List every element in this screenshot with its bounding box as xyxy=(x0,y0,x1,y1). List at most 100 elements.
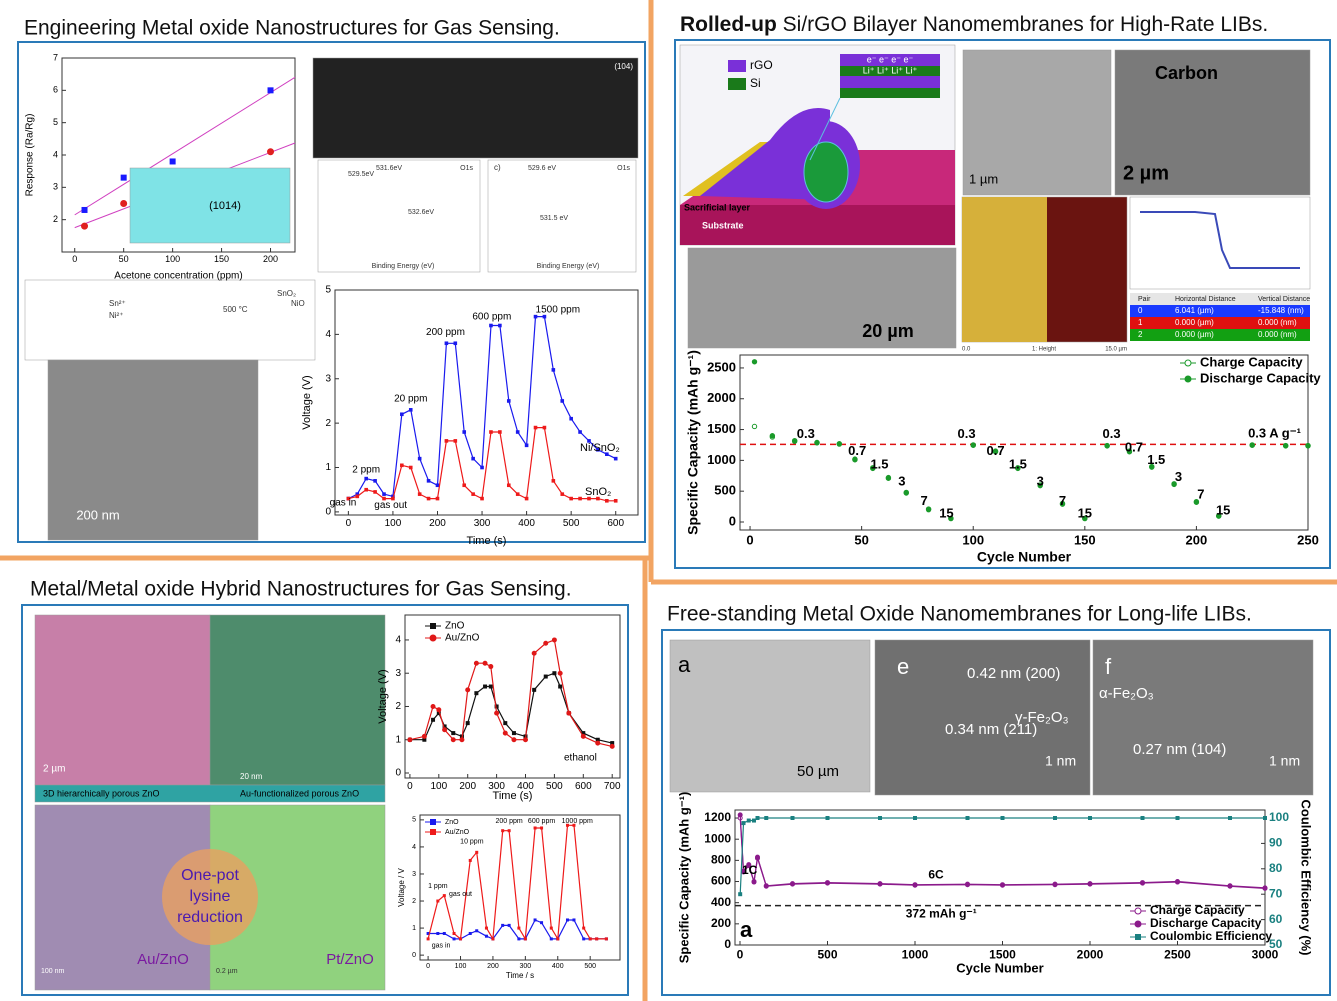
x-tick-label: 2000 xyxy=(1077,947,1104,961)
annotation: 0.3 xyxy=(957,426,975,441)
x-tick-label: 50 xyxy=(119,254,129,264)
data-point xyxy=(426,496,431,501)
data-point xyxy=(533,918,537,922)
annotation: 0.7 xyxy=(848,443,866,458)
data-point xyxy=(613,498,618,503)
x-tick-label: 500 xyxy=(817,947,837,961)
data-point xyxy=(878,816,883,821)
table-row-bg xyxy=(1130,317,1310,329)
data-point xyxy=(501,829,505,833)
y-tick-label: 3 xyxy=(412,871,416,878)
annotation: 600 ppm xyxy=(472,311,511,322)
image xyxy=(487,159,637,273)
data-point xyxy=(569,416,573,421)
data-point xyxy=(400,412,404,417)
legend-label: Charge Capacity xyxy=(1150,903,1245,917)
annotation: 1.5 xyxy=(1147,452,1165,467)
data-point xyxy=(870,465,876,471)
data-point xyxy=(587,496,591,501)
y-tick-label: 1200 xyxy=(704,810,731,824)
data-point xyxy=(498,323,502,328)
data-point xyxy=(578,496,582,501)
table-row-bg xyxy=(1130,329,1310,341)
data-point xyxy=(1059,500,1066,507)
data-point xyxy=(948,515,954,521)
data-point xyxy=(763,883,769,889)
legend-swatch xyxy=(728,60,746,72)
y-tick-label: 600 xyxy=(711,874,731,888)
data-point xyxy=(738,892,743,897)
y-tick-label: 2500 xyxy=(707,359,736,374)
image xyxy=(129,167,291,244)
annotation: gas in xyxy=(330,498,357,509)
data-point xyxy=(769,433,776,439)
overlay-label: One-pot xyxy=(181,867,239,884)
y-tick-label: 1 xyxy=(325,462,331,473)
data-point xyxy=(605,498,609,503)
y-tick-label: 800 xyxy=(711,853,731,867)
data-point xyxy=(482,660,488,666)
x-tick-label: 100 xyxy=(385,518,402,529)
panel-title: Rolled-up Si/rGO Bilayer Nanomembranes f… xyxy=(680,13,1268,36)
data-point xyxy=(408,465,413,470)
table-header: Vertical Distance xyxy=(1258,296,1310,303)
legend-label: Discharge Capacity xyxy=(1150,916,1262,930)
data-point xyxy=(1175,879,1181,885)
x-tick-label: 500 xyxy=(546,781,563,792)
data-point xyxy=(436,711,441,716)
panel-title-bold: Rolled-up xyxy=(680,13,777,36)
x-tick-label: 400 xyxy=(552,963,564,970)
data-point xyxy=(444,439,449,443)
data-point xyxy=(877,881,883,887)
annotation: 0.3 xyxy=(1103,426,1121,441)
sacrificial-layer xyxy=(683,120,800,196)
annotation: 10 ppm xyxy=(460,838,484,845)
data-point xyxy=(578,430,582,434)
data-point xyxy=(488,664,494,670)
panel-box xyxy=(674,39,1331,569)
y-axis-title: Voltage (V) xyxy=(377,669,389,723)
image-label: 3D hierarchically porous ZnO xyxy=(43,788,160,798)
x-tick-label: 0 xyxy=(407,781,413,792)
data-point xyxy=(587,439,591,443)
table-cell: 6.041 (µm) xyxy=(1175,306,1214,315)
y-tick-label: 5 xyxy=(53,117,58,127)
annotation: gas out xyxy=(449,891,472,898)
y-tick-label: 5 xyxy=(325,285,331,296)
data-point xyxy=(484,934,488,938)
y-tick-label: 1500 xyxy=(707,421,736,436)
annotation: 15 xyxy=(1078,505,1092,520)
data-point xyxy=(791,437,798,444)
annotation: 7 xyxy=(921,493,928,508)
data-point xyxy=(588,937,592,941)
image-label: 529.5eV xyxy=(348,171,374,178)
image-label: (1014) xyxy=(209,200,241,212)
panel-title: Engineering Metal oxide Nanostructures f… xyxy=(24,17,560,40)
y2-axis-title: Coulombic Efficiency (%) xyxy=(1299,799,1314,955)
data-point xyxy=(1282,442,1289,449)
legend-marker xyxy=(430,819,436,825)
legend-marker xyxy=(1184,359,1192,367)
image-label: 529.6 eV xyxy=(528,165,556,172)
image-label: Li⁺ Li⁺ Li⁺ Li⁺ xyxy=(863,65,918,75)
image-label: Ni²⁺ xyxy=(109,311,123,320)
data-point xyxy=(491,937,495,941)
image-label: 0.0 xyxy=(962,347,971,353)
image-label: 531.5 eV xyxy=(540,215,568,222)
overlay-circle xyxy=(162,849,258,945)
data-point xyxy=(755,854,761,860)
annotation: 20 ppm xyxy=(394,393,427,404)
image-layer xyxy=(24,44,1314,991)
data-point xyxy=(825,880,831,886)
data-point xyxy=(506,483,511,488)
annotation: a xyxy=(740,917,753,942)
data-point xyxy=(610,741,615,746)
y-tick-label: 3 xyxy=(325,373,331,384)
data-point xyxy=(346,496,351,501)
annotation: 3 xyxy=(898,473,905,488)
y-tick-label: 7 xyxy=(53,52,58,62)
data-point xyxy=(551,368,556,372)
image-label: 1 nm xyxy=(1269,753,1300,769)
annotation: 200 ppm xyxy=(496,818,523,825)
